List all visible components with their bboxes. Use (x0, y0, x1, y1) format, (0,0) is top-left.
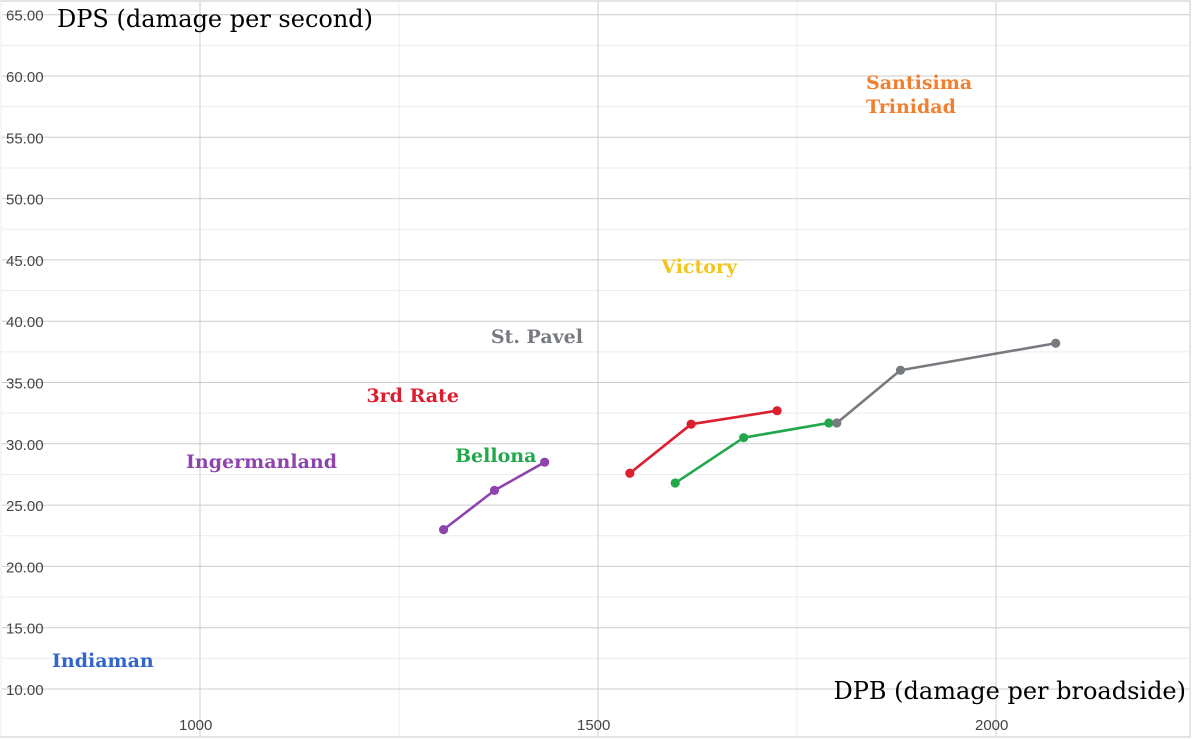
series-label: Ingermanland (186, 451, 337, 473)
data-point (824, 418, 834, 428)
y-tick-label: 50.00 (6, 192, 44, 209)
data-point (739, 433, 749, 443)
data-point (1051, 338, 1061, 348)
data-point (540, 457, 550, 467)
y-tick-label: 25.00 (6, 498, 44, 515)
x-axis-title: DPB (damage per broadside) (834, 677, 1187, 705)
y-tick-label: 15.00 (6, 621, 44, 638)
y-axis-ticks: 10.00 15.00 20.00 25.00 30.00 35.00 40.00 45.00… (6, 8, 44, 699)
y-axis-title: DPS (damage per second) (57, 5, 373, 33)
series-label: Santisima (866, 72, 972, 94)
data-point (625, 468, 635, 478)
series-label: Victory (660, 256, 738, 278)
data-point (895, 365, 906, 375)
series-label: 3rd Rate (366, 385, 459, 407)
x-axis-ticks: 10001500200025003000 (179, 717, 1008, 734)
y-tick-label: 35.00 (6, 376, 44, 393)
y-tick-label: 45.00 (6, 253, 44, 270)
x-tick-label: 1500 (577, 717, 610, 734)
y-tick-label: 20.00 (6, 559, 44, 576)
data-point (438, 525, 449, 535)
data-point (489, 485, 500, 495)
series-labels: Indiaman Ingermanland 3rd Rate Bellona St. P… (52, 72, 972, 672)
series-label: Bellona (455, 445, 536, 467)
series-layer (438, 338, 1061, 535)
series-label: St. Pavel (491, 326, 583, 348)
data-point (686, 419, 696, 429)
data-point (670, 478, 680, 488)
series-label: Trinidad (866, 96, 956, 118)
y-tick-label: 65.00 (6, 8, 44, 25)
x-tick-label: 1000 (179, 717, 212, 734)
y-tick-label: 10.00 (6, 682, 44, 699)
x-tick-label: 2000 (975, 717, 1008, 734)
y-tick-label: 60.00 (6, 69, 44, 86)
series-label: Indiaman (52, 650, 154, 672)
y-tick-label: 40.00 (6, 314, 44, 331)
data-point (772, 406, 782, 416)
y-tick-label: 55.00 (6, 130, 44, 147)
data-point (832, 418, 842, 428)
y-tick-label: 30.00 (6, 437, 44, 454)
